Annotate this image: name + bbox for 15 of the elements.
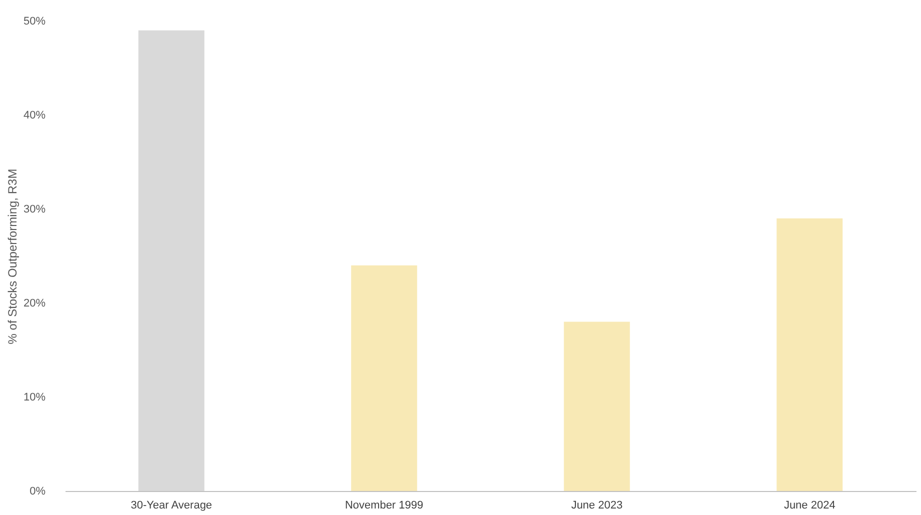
bar xyxy=(351,265,418,491)
y-tick-label: 10% xyxy=(23,392,46,404)
y-tick-label: 40% xyxy=(23,110,46,122)
x-tick-label: June 2023 xyxy=(571,500,623,512)
bar xyxy=(138,30,204,491)
x-tick-label: 30-Year Average xyxy=(130,500,212,512)
bar xyxy=(776,218,843,491)
bar xyxy=(564,322,630,491)
x-tick-label: November 1999 xyxy=(344,500,424,512)
y-tick-label: 0% xyxy=(30,486,46,498)
y-tick-label: 20% xyxy=(23,298,46,310)
x-tick-label: June 2024 xyxy=(784,500,836,512)
y-tick-label: 50% xyxy=(23,16,46,28)
y-tick-label: 30% xyxy=(23,204,46,216)
y-axis-title: % of Stocks Outperforming, R3M xyxy=(5,168,20,344)
